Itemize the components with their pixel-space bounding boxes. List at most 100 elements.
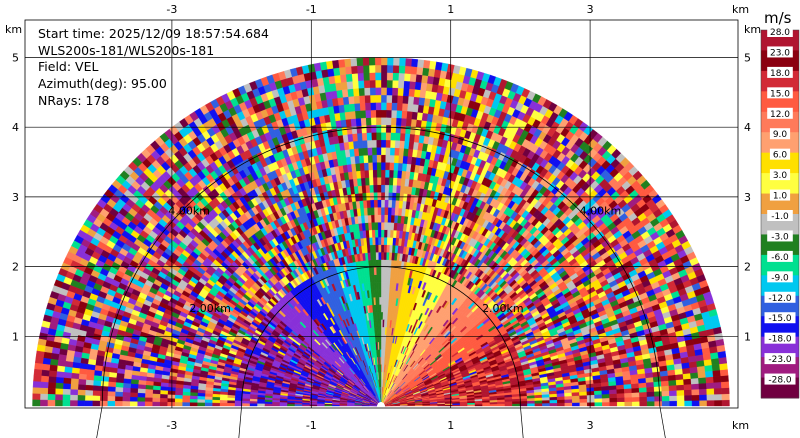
velocity-cell [572, 402, 580, 407]
velocity-cell [357, 140, 364, 149]
velocity-cell [380, 214, 385, 223]
velocity-cell [346, 80, 354, 90]
velocity-cell [377, 229, 382, 238]
velocity-cell [376, 139, 382, 148]
velocity-cell [380, 281, 384, 290]
velocity-cell [391, 199, 396, 208]
velocity-cell [713, 381, 722, 389]
velocity-cell [684, 394, 693, 401]
velocity-cell [683, 383, 692, 391]
velocity-cell [556, 399, 566, 404]
velocity-cell [355, 125, 362, 134]
velocity-cell [380, 154, 386, 163]
velocity-cell [404, 58, 412, 67]
velocity-cell [661, 400, 670, 407]
velocity-cell [593, 390, 603, 395]
velocity-cell [714, 399, 723, 407]
velocity-cell [386, 94, 393, 103]
velocity-cell [683, 389, 693, 396]
velocity-cell [376, 184, 382, 193]
velocity-cell [376, 147, 382, 156]
velocity-cell [383, 259, 387, 268]
velocity-cell [699, 399, 708, 407]
velocity-cell [365, 124, 372, 133]
velocity-cell [416, 59, 425, 68]
velocity-cell [380, 274, 384, 283]
velocity-cell [412, 96, 420, 105]
velocity-cell [542, 402, 551, 407]
velocity-cell [624, 392, 633, 398]
velocity-cell [380, 72, 388, 81]
velocity-cell [579, 394, 588, 400]
velocity-cell [616, 392, 625, 398]
velocity-cell [669, 400, 678, 407]
velocity-cell [398, 147, 405, 157]
velocity-cell [403, 140, 410, 150]
velocity-cell [386, 57, 394, 66]
velocity-cell [390, 124, 397, 133]
velocity-cell [721, 393, 730, 401]
velocity-cell [421, 67, 430, 77]
velocity-cell [386, 72, 394, 81]
velocity-cell [690, 377, 700, 385]
velocity-cell [380, 221, 385, 230]
velocity-cell [390, 222, 395, 231]
velocity-cell [706, 393, 715, 401]
velocity-cell [704, 370, 714, 378]
velocity-cell [369, 199, 375, 208]
velocity-cell [340, 81, 348, 91]
velocity-cell [387, 199, 393, 208]
velocity-cell [711, 363, 721, 371]
velocity-cell [639, 396, 648, 402]
velocity-cell [384, 169, 390, 178]
velocity-cell [369, 87, 376, 96]
velocity-cell [363, 79, 371, 89]
velocity-cell [374, 229, 379, 238]
velocity-cell [389, 154, 395, 163]
velocity-cell [428, 60, 437, 70]
velocity-cell [337, 59, 346, 68]
velocity-cell [675, 373, 684, 381]
velocity-cell [504, 403, 513, 407]
velocity-cell [712, 369, 721, 377]
velocity-cell [571, 395, 580, 400]
velocity-cell [683, 378, 692, 385]
velocity-cell [374, 57, 382, 66]
velocity-cell [377, 244, 382, 253]
velocity-cell [393, 154, 399, 164]
velocity-cell [353, 102, 361, 112]
velocity-cell [380, 259, 384, 268]
velocity-cell [638, 382, 647, 389]
velocity-cell [372, 162, 378, 171]
velocity-cell [367, 162, 373, 171]
velocity-cell [616, 388, 625, 394]
velocity-cell [691, 383, 700, 390]
velocity-cell [383, 236, 388, 245]
velocity-cell [382, 296, 386, 305]
velocity-cell [408, 88, 415, 97]
velocity-cell [691, 388, 700, 396]
velocity-cell [386, 236, 391, 246]
velocity-cell [388, 177, 394, 186]
velocity-cell [406, 110, 413, 120]
velocity-cell [368, 57, 376, 66]
velocity-cell [362, 147, 368, 156]
velocity-cell [380, 289, 384, 298]
velocity-cell [374, 72, 382, 81]
velocity-cell [712, 375, 722, 383]
velocity-cell [390, 207, 396, 216]
velocity-cell [352, 80, 359, 89]
velocity-cell [398, 65, 406, 74]
velocity-cell [594, 394, 603, 399]
velocity-cell [632, 401, 640, 407]
velocity-cell [380, 251, 384, 260]
velocity-cell [391, 192, 397, 201]
velocity-cell [646, 396, 655, 402]
velocity-cell [368, 64, 376, 73]
velocity-cell [691, 400, 700, 407]
velocity-cell [380, 87, 387, 96]
velocity-cell [390, 132, 396, 141]
velocity-cell [549, 399, 558, 404]
velocity-cell [390, 109, 397, 119]
velocity-cell [519, 403, 528, 407]
